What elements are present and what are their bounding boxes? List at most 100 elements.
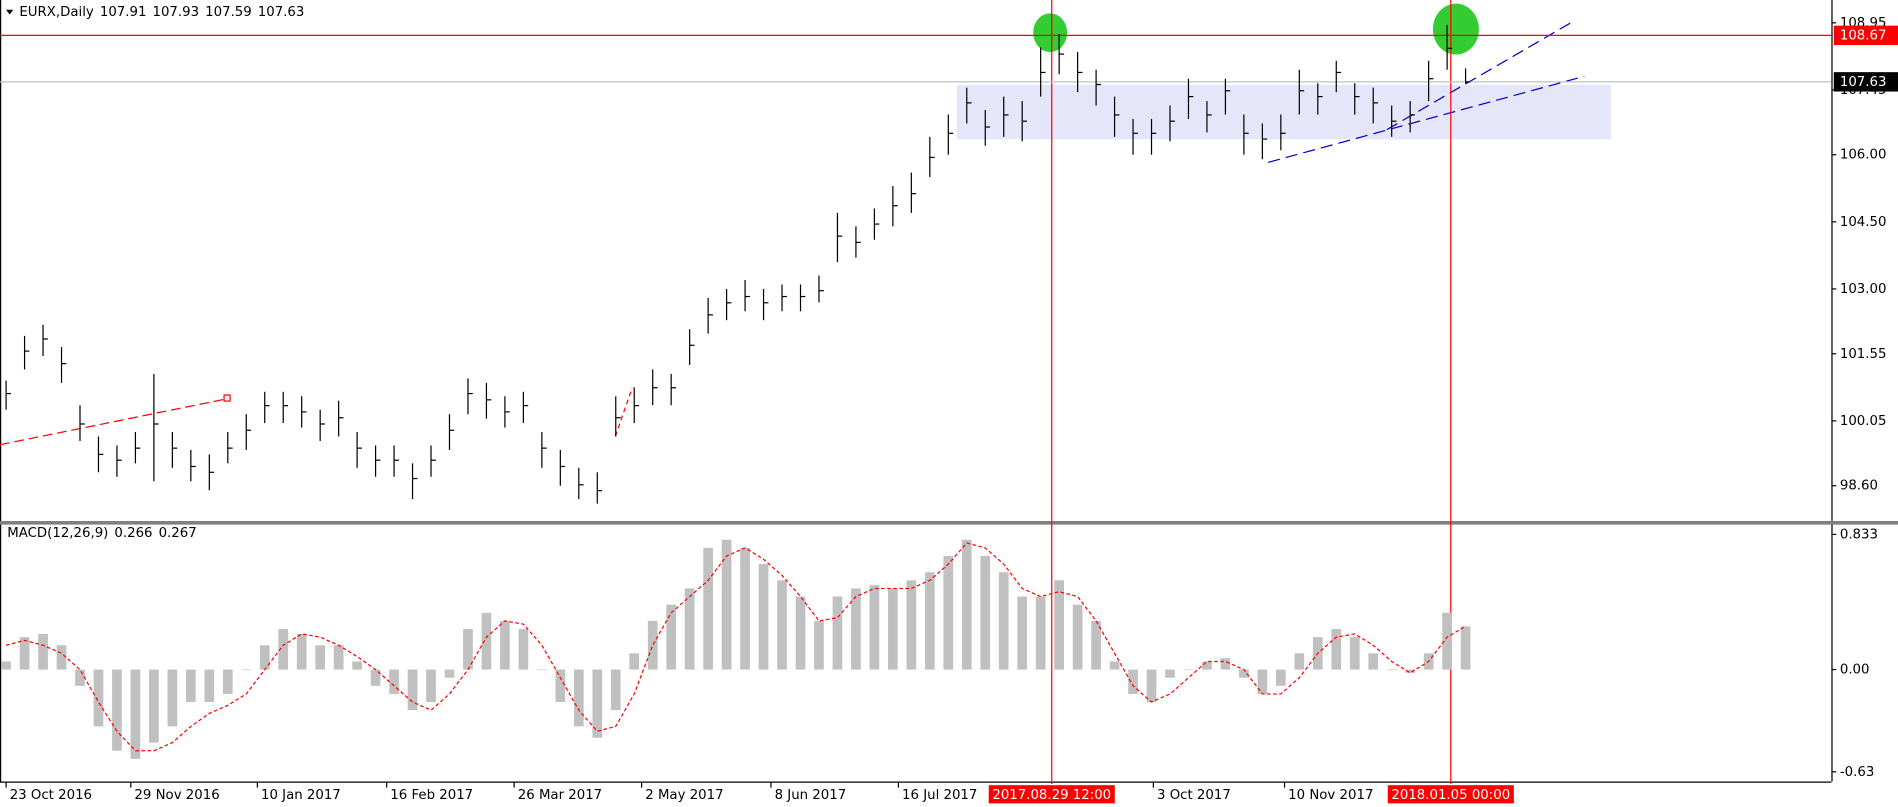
trend-line — [0, 398, 228, 446]
histogram-bar — [1, 661, 11, 670]
histogram-bar — [1275, 669, 1286, 686]
histogram-bar — [389, 669, 399, 694]
histogram-bar — [444, 669, 455, 678]
menu-arrow[interactable] — [6, 9, 14, 15]
histogram-bar — [112, 669, 122, 751]
histogram-bar — [1183, 669, 1194, 671]
header-value: 107.93 — [153, 5, 200, 20]
histogram-bar — [721, 539, 732, 670]
histogram-bar — [370, 669, 381, 686]
y-tick-label: 100.05 — [1840, 414, 1887, 429]
histogram-bar — [610, 669, 621, 711]
trend-line — [1268, 75, 1585, 163]
x-tick-label: 23 Oct 2016 — [10, 788, 92, 803]
histogram-bar — [666, 604, 677, 670]
histogram-bar — [204, 669, 215, 703]
histogram-bar — [1349, 637, 1360, 670]
histogram-bar — [869, 585, 880, 670]
histogram-bar — [777, 580, 787, 670]
histogram-bar — [75, 669, 85, 686]
chart-title: EURX,Daily — [19, 5, 94, 20]
price-label: 107.63 — [1840, 75, 1887, 90]
y-tick-label: -0.63 — [1840, 765, 1874, 780]
histogram-bar — [500, 620, 510, 670]
histogram-bar — [93, 669, 104, 727]
histogram-bar — [1239, 669, 1249, 678]
histogram-bar — [1072, 604, 1083, 670]
histogram-bar — [943, 555, 954, 670]
histogram-bar — [222, 669, 233, 694]
histogram-bar — [961, 539, 972, 670]
y-tick-label: 0.00 — [1840, 663, 1870, 678]
histogram-bar — [795, 596, 806, 670]
histogram-bar — [481, 612, 492, 670]
histogram-bar — [352, 661, 362, 670]
histogram-bar — [1054, 580, 1064, 670]
y-tick-label: 101.55 — [1840, 347, 1887, 362]
histogram-bar — [185, 669, 196, 703]
histogram-bar — [315, 645, 326, 670]
histogram-bar — [333, 645, 344, 670]
price-label-bg — [1833, 72, 1898, 92]
histogram-bar — [167, 669, 178, 727]
x-tick-label: 2 May 2017 — [645, 788, 723, 803]
histogram-bar — [463, 629, 473, 670]
histogram-bar — [684, 588, 695, 670]
histogram-bar — [1017, 596, 1028, 670]
histogram-bar — [1460, 626, 1471, 670]
histogram-bar — [703, 547, 713, 670]
y-tick-label: 98.60 — [1840, 479, 1878, 494]
x-tick-label: 29 Nov 2016 — [134, 788, 219, 803]
histogram-bar — [740, 547, 750, 670]
histogram-bar — [278, 629, 289, 670]
x-tick-label: 26 Mar 2017 — [518, 788, 602, 803]
histogram-bar — [629, 653, 640, 670]
signal-line — [5, 542, 1466, 752]
price-label: 108.67 — [1840, 28, 1887, 43]
price-label-bg — [1833, 25, 1898, 46]
trend-line — [614, 387, 633, 437]
histogram-bar — [1109, 661, 1120, 670]
histogram-bar — [537, 669, 547, 671]
histogram-bar — [149, 669, 159, 743]
marker-label: 2018.01.05 00:00 — [1391, 788, 1510, 803]
highlight-ellipse — [1033, 13, 1068, 53]
histogram-bar — [518, 629, 529, 670]
marker-label-bg — [1387, 785, 1514, 804]
header-value: 107.63 — [258, 5, 305, 20]
histogram-bar — [259, 645, 270, 670]
histogram-bar — [1368, 653, 1379, 670]
x-tick-label: 8 Jun 2017 — [775, 788, 847, 803]
histogram-bar — [1331, 629, 1342, 670]
histogram-bar — [1128, 669, 1138, 694]
x-tick-label: 10 Nov 2017 — [1288, 788, 1373, 803]
y-tick-label: 106.00 — [1840, 148, 1887, 163]
x-tick-label: 16 Jul 2017 — [902, 788, 977, 803]
x-tick-label: 3 Oct 2017 — [1157, 788, 1231, 803]
histogram-bar — [1442, 612, 1452, 670]
histogram-bar — [241, 669, 252, 671]
histogram-bar — [56, 645, 67, 670]
histogram-bar — [758, 564, 769, 670]
header-value: 107.91 — [100, 5, 147, 20]
y-tick-label: 104.50 — [1840, 215, 1887, 230]
header-value: 107.59 — [205, 5, 252, 20]
header-value: 0.267 — [159, 526, 197, 541]
histogram-bar — [980, 555, 991, 670]
histogram-bar — [1146, 669, 1157, 703]
histogram-bar — [1257, 669, 1268, 694]
histogram-bar — [1035, 596, 1046, 670]
marker-label-bg — [988, 785, 1115, 804]
histogram-bar — [1405, 669, 1416, 673]
histogram-bar — [924, 572, 935, 670]
histogram-bar — [851, 588, 861, 670]
histogram-bar — [19, 637, 30, 670]
histogram-bar — [38, 633, 48, 670]
histogram-bar — [130, 669, 141, 759]
header-value: 0.266 — [114, 526, 152, 541]
y-tick-label: 0.833 — [1840, 527, 1878, 542]
x-tick-label: 16 Feb 2017 — [390, 788, 473, 803]
y-tick-label: 103.00 — [1840, 282, 1887, 297]
